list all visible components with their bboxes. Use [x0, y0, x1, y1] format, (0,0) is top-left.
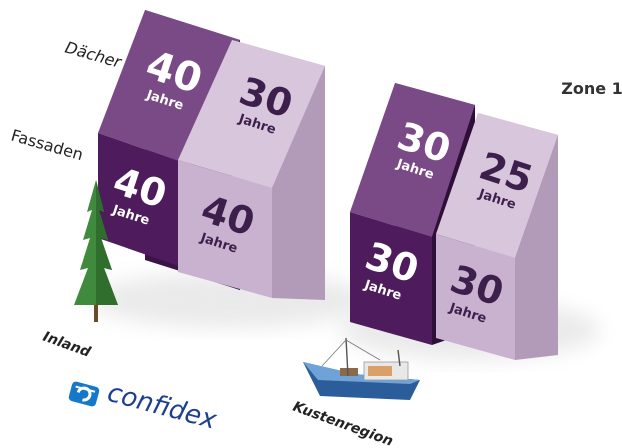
confidex-logo-text: confidex: [104, 378, 220, 436]
row-label-facade: Fassaden: [9, 126, 86, 165]
group-inland: [98, 10, 325, 300]
group-label-inland: Inland: [41, 329, 94, 361]
panel-kusten-2: [436, 113, 558, 360]
confidex-logo: confidex: [68, 378, 220, 436]
panel-edge: [515, 135, 558, 360]
panel-inland-2: [178, 40, 325, 300]
value-inland-1-facade: 40 Jahre: [108, 159, 172, 229]
panel-edge: [272, 66, 325, 300]
value-kusten-2-roof: 25 Jahre: [474, 144, 538, 213]
facade-face: [436, 234, 515, 360]
facade-face: [178, 160, 272, 298]
facade-face: [350, 212, 432, 345]
row-label-roof: Dächer: [63, 38, 125, 73]
tree-icon: [74, 180, 118, 322]
zone-label: Zone 1: [561, 79, 622, 98]
roof-face: [350, 83, 475, 237]
roof-face: [178, 40, 325, 188]
facade-face: [98, 133, 190, 270]
group-label-kustenregion: Kustenregion: [291, 399, 395, 448]
group-kustenregion: [350, 83, 558, 360]
roof-face: [436, 113, 558, 258]
boat-icon: [303, 337, 420, 400]
confidex-logo-mark: [68, 381, 100, 407]
